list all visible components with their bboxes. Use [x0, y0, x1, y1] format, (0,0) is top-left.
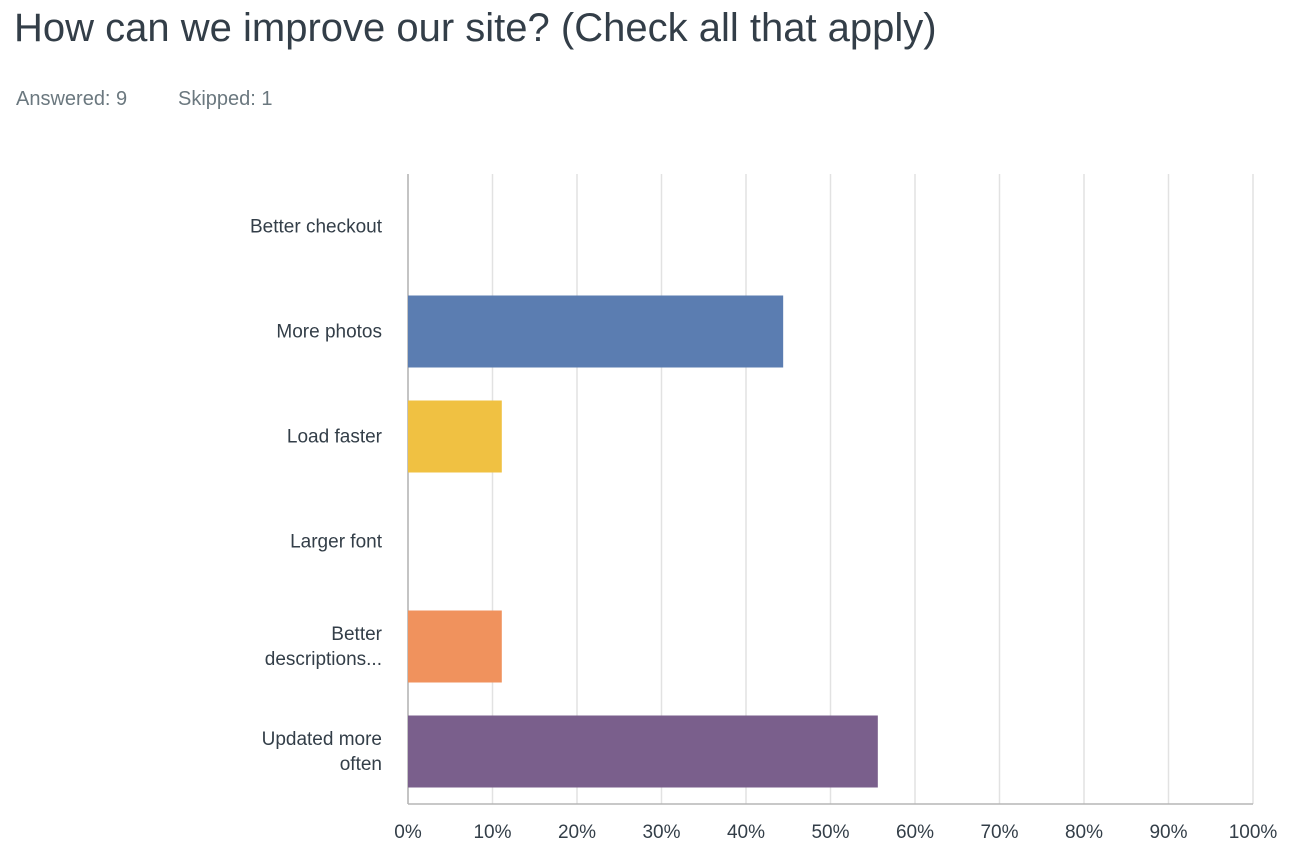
x-tick-label: 60% [896, 822, 934, 843]
bar [408, 715, 878, 788]
category-label: Updated more often [261, 728, 382, 775]
chart-title: How can we improve our site? (Check all … [14, 6, 937, 50]
x-tick-label: 30% [642, 822, 680, 843]
x-tick-label: 50% [811, 822, 849, 843]
x-tick-label: 90% [1149, 822, 1187, 843]
x-tick-label: 100% [1229, 822, 1278, 843]
x-tick-label: 10% [473, 822, 511, 843]
category-label: More photos [276, 321, 382, 342]
x-tick-label: 0% [394, 822, 422, 843]
category-label: Load faster [286, 426, 382, 447]
category-label: Better descriptions... [264, 623, 382, 670]
bar [408, 295, 784, 368]
category-label: Larger font [290, 531, 382, 552]
x-tick-label: 20% [558, 822, 596, 843]
x-tick-label: 40% [727, 822, 765, 843]
x-tick-label: 80% [1065, 822, 1103, 843]
category-label: Better checkout [249, 216, 382, 237]
answered-count: Answered: 9 [16, 88, 128, 110]
x-tick-label: 70% [980, 822, 1018, 843]
bar [408, 400, 502, 473]
bar [408, 610, 502, 683]
skipped-count: Skipped: 1 [178, 88, 273, 110]
